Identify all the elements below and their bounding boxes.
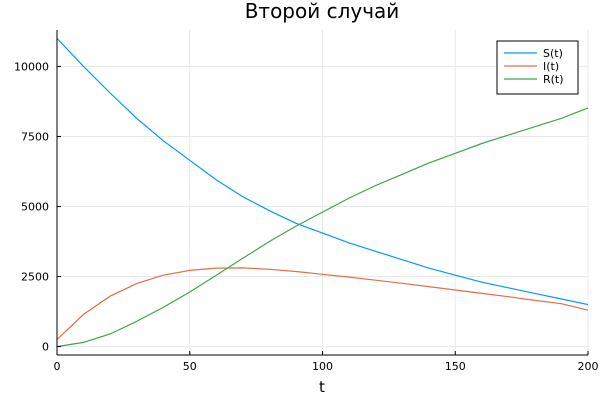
- series-lines: [56, 37, 589, 348]
- x-axis-label: t: [319, 378, 325, 396]
- y-tick-label: 10000: [14, 60, 49, 73]
- legend-box: [496, 40, 579, 95]
- y-tick-label: 2500: [21, 271, 49, 284]
- y-tick-label: 5000: [21, 201, 49, 214]
- legend: S(t)I(t)R(t): [496, 40, 579, 95]
- x-tick-label: 200: [578, 360, 599, 373]
- y-tick-label: 7500: [21, 130, 49, 143]
- x-tick-label: 0: [54, 360, 61, 373]
- tick-labels: 0 50 100 150 200 0 2500 5000 7500 10000: [14, 60, 599, 373]
- legend-label: I(t): [543, 60, 559, 73]
- legend-label: R(t): [543, 73, 564, 86]
- chart-title: Второй случай: [245, 0, 400, 23]
- series-line-it: [56, 267, 589, 341]
- series-line-st: [56, 37, 589, 306]
- axes: [56, 30, 589, 356]
- legend-label: S(t): [543, 47, 563, 60]
- series-line-rt: [56, 107, 589, 348]
- x-tick-label: 100: [312, 360, 333, 373]
- x-tick-label: 150: [445, 360, 466, 373]
- y-tick-label: 0: [42, 341, 49, 354]
- x-tick-label: 50: [183, 360, 197, 373]
